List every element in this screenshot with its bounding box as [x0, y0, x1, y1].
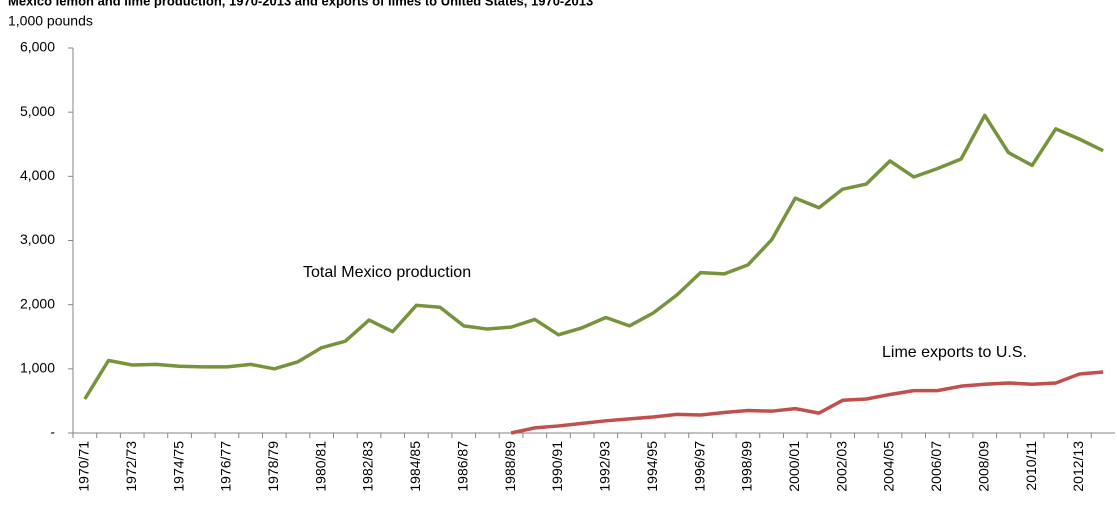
x-tick-label: 1972/73 — [123, 441, 139, 492]
x-tick-label: 2010/11 — [1023, 441, 1039, 491]
x-tick-label: 1992/93 — [597, 441, 613, 492]
y-tick-label: 1,000 — [20, 360, 55, 376]
x-tick-label: 2004/05 — [881, 441, 897, 492]
series-annotation: Total Mexico production — [303, 264, 471, 281]
y-tick-label: - — [50, 424, 55, 440]
x-tick-label: 1988/89 — [502, 441, 518, 492]
x-tick-label: 1980/81 — [312, 441, 328, 492]
y-axis-label: 1,000 pounds — [8, 13, 93, 29]
x-tick-label: 1986/87 — [454, 441, 470, 492]
x-tick-label: 1998/99 — [739, 441, 755, 492]
x-tick-label: 2012/13 — [1070, 441, 1086, 492]
x-tick-label: 1994/95 — [644, 441, 660, 492]
x-tick-label: 1982/83 — [360, 441, 376, 492]
x-tick-label: 2002/03 — [833, 441, 849, 492]
x-tick-label: 1974/75 — [170, 441, 186, 492]
x-tick-label: 1984/85 — [407, 441, 423, 492]
line-series — [510, 370, 1104, 435]
chart-title: Mexico lemon and lime production, 1970-2… — [8, 0, 593, 8]
series-annotation: Lime exports to U.S. — [882, 344, 1027, 361]
x-tick-label: 1970/71 — [76, 441, 92, 492]
y-tick-label: 3,000 — [20, 231, 55, 247]
x-tick-label: 2000/01 — [786, 441, 802, 492]
y-tick-label: 5,000 — [20, 103, 55, 119]
x-tick-label: 2006/07 — [928, 441, 944, 492]
x-tick-label: 1996/97 — [691, 441, 707, 492]
x-tick-label: 1990/91 — [549, 441, 565, 492]
x-tick-label: 1978/79 — [265, 441, 281, 492]
line-series — [83, 113, 1104, 400]
x-tick-label: 1976/77 — [218, 441, 234, 492]
x-tick-label: 2008/09 — [975, 441, 991, 492]
y-tick-label: 4,000 — [20, 167, 55, 183]
y-tick-label: 2,000 — [20, 295, 55, 311]
y-tick-label: 6,000 — [20, 39, 55, 55]
